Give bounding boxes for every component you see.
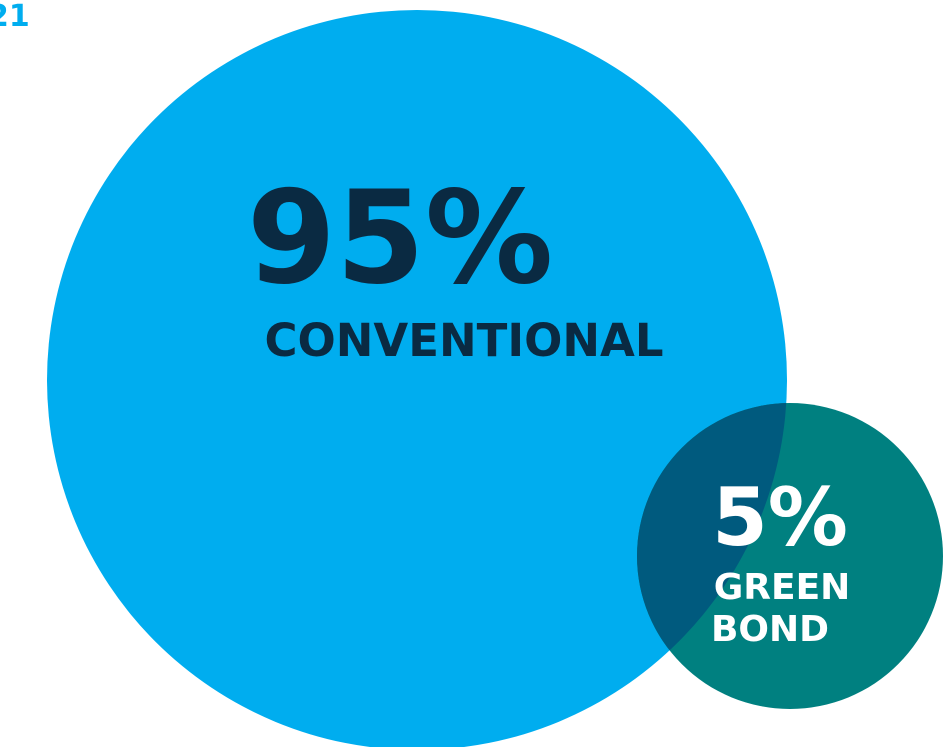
bubble-conventional <box>47 10 787 747</box>
conventional-value-label: 95% <box>247 164 553 313</box>
conventional-series-label: CONVENTIONAL <box>264 314 663 367</box>
corner-number: 21 <box>0 0 30 34</box>
green-bond-value-label: 5% <box>712 471 848 564</box>
green-bond-series-label-line2: BOND <box>711 609 829 650</box>
green-bond-series-label-line1: GREEN <box>714 567 851 608</box>
